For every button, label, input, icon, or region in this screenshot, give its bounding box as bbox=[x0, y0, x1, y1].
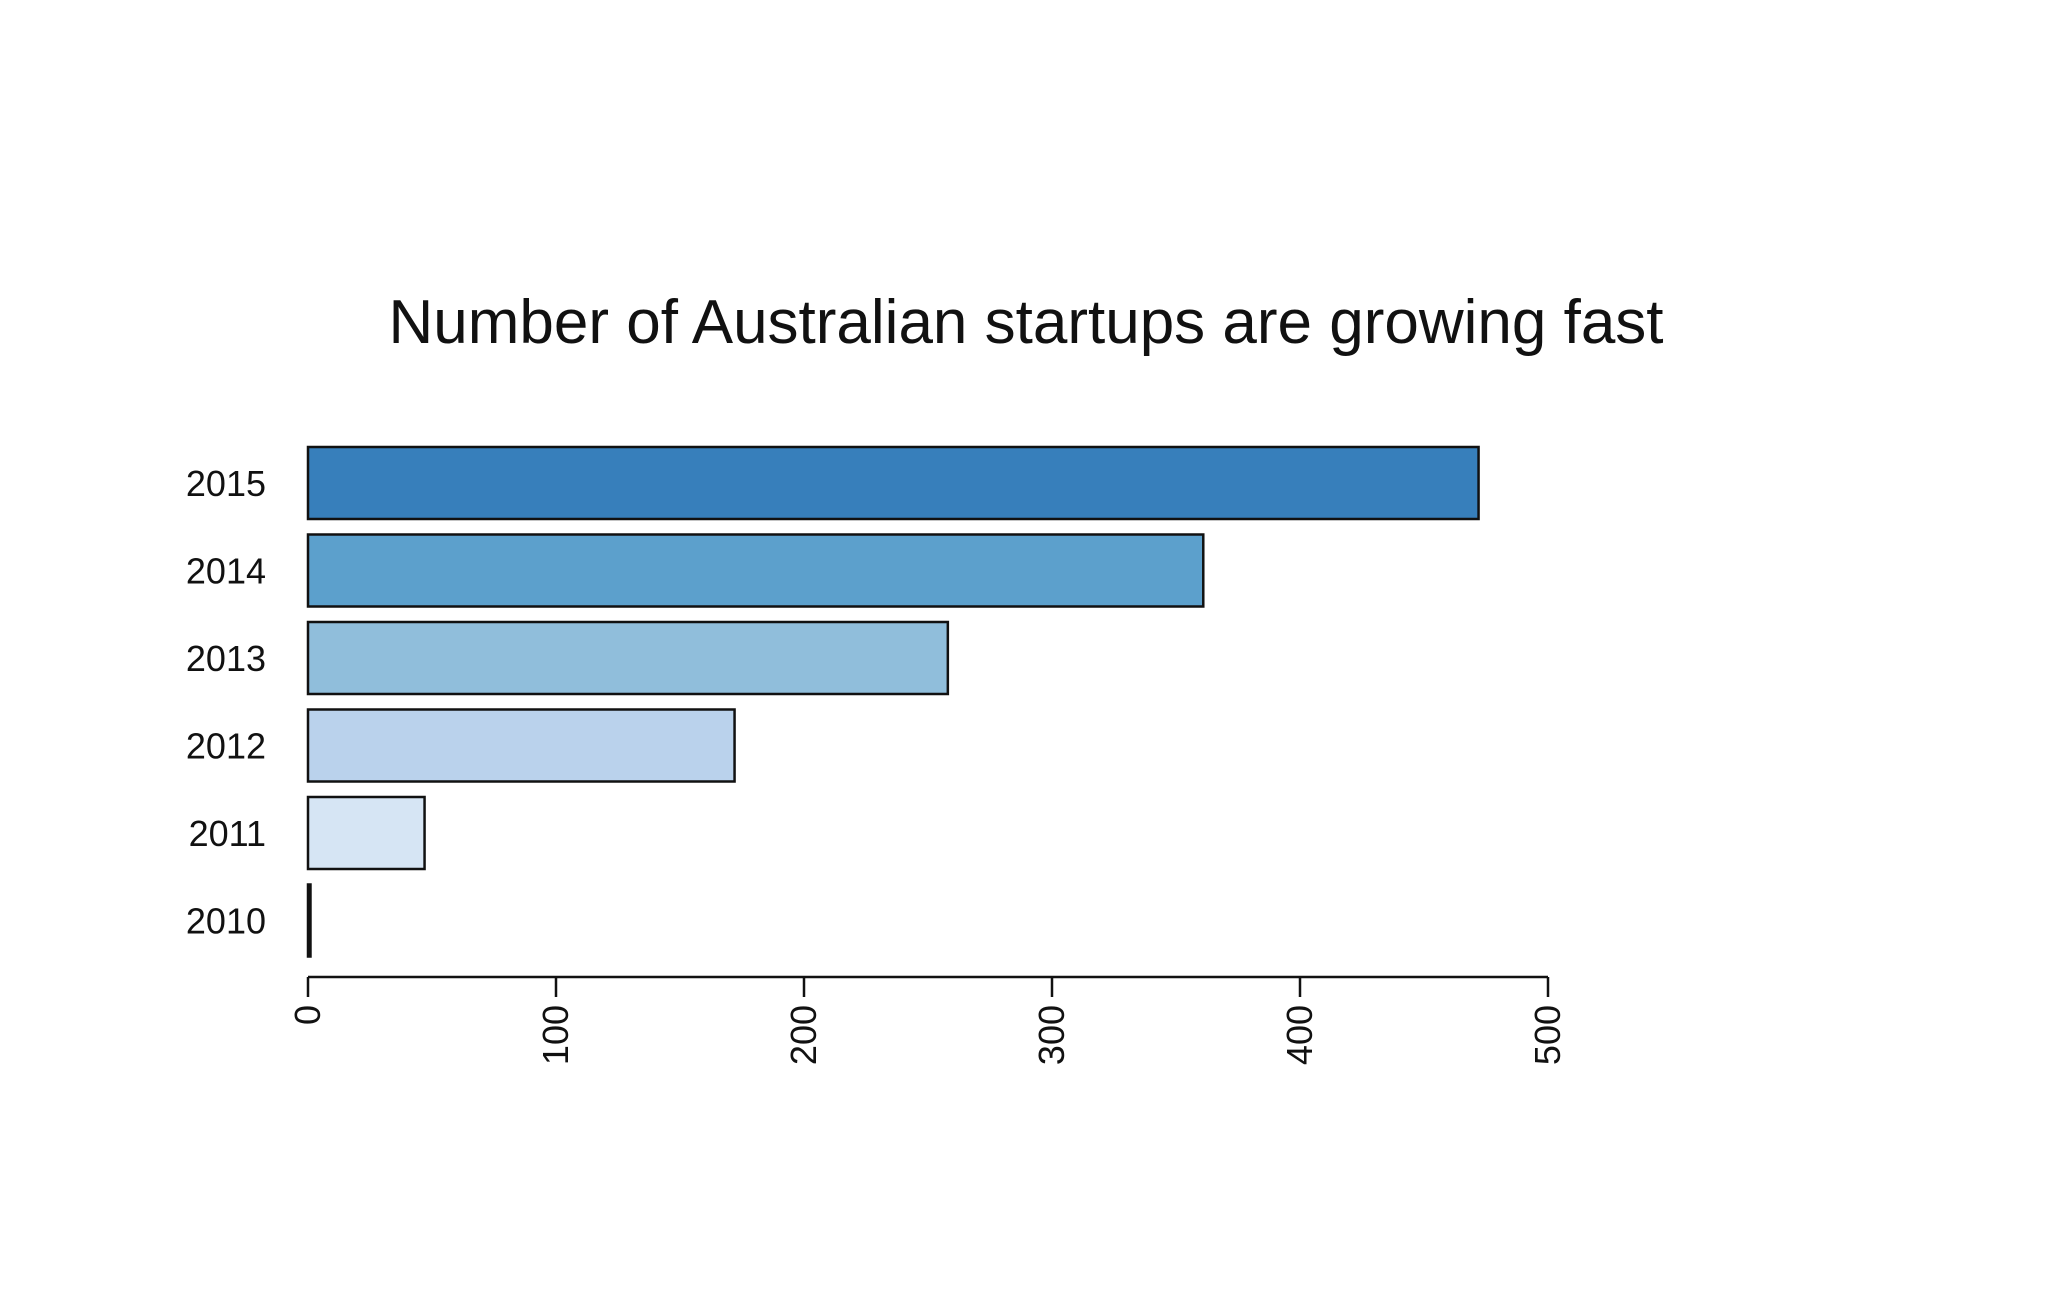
bar-2014 bbox=[306, 533, 1205, 608]
bar-2010 bbox=[306, 883, 312, 958]
bars-layer bbox=[306, 445, 1480, 958]
bar-2012 bbox=[306, 708, 736, 783]
x-tick-label-500: 500 bbox=[1527, 1005, 1568, 1065]
x-tick-label-0: 0 bbox=[287, 1005, 328, 1025]
bar-2011 bbox=[306, 795, 426, 871]
category-label-2014: 2014 bbox=[186, 551, 266, 592]
chart-title: Number of Australian startups are growin… bbox=[388, 288, 1663, 357]
x-tick-label-300: 300 bbox=[1031, 1005, 1072, 1065]
category-label-2013: 2013 bbox=[186, 638, 266, 679]
bar-2013 bbox=[306, 620, 950, 696]
category-label-2015: 2015 bbox=[186, 463, 266, 504]
x-tick-label-400: 400 bbox=[1279, 1005, 1320, 1065]
category-label-2011: 2011 bbox=[189, 813, 266, 854]
x-tick-label-200: 200 bbox=[783, 1005, 824, 1065]
x-tick-label-100: 100 bbox=[535, 1005, 576, 1065]
category-label-2010: 2010 bbox=[186, 901, 266, 942]
x-axis: 0 100 200 300 400 500 bbox=[287, 975, 1568, 1065]
category-labels: 2010 2011 2012 2013 2014 2015 bbox=[186, 463, 266, 942]
bar-2015 bbox=[306, 445, 1480, 521]
category-label-2012: 2012 bbox=[186, 726, 266, 767]
